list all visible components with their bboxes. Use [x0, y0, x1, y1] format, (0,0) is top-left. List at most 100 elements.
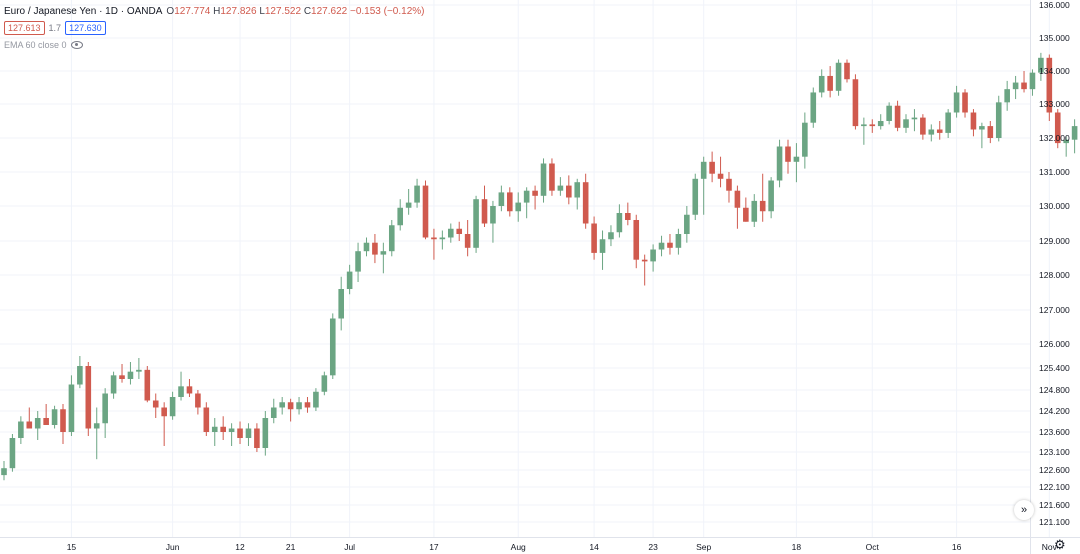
time-tick-label: 23: [648, 542, 658, 552]
open-value: 127.774: [174, 5, 211, 17]
candle: [77, 356, 83, 389]
candle-body: [1, 468, 7, 476]
candle-body: [1021, 82, 1027, 90]
symbol-title[interactable]: Euro / Japanese Yen · 1D · OANDA: [4, 5, 163, 17]
candle-body: [1071, 126, 1078, 140]
candle-body: [776, 146, 783, 181]
open-key: O: [166, 5, 175, 17]
candle: [1054, 109, 1061, 149]
candle-body: [507, 192, 513, 212]
time-tick-label: 17: [429, 542, 439, 552]
candle: [270, 398, 277, 424]
candle-body: [152, 400, 159, 408]
candle-body: [422, 185, 429, 238]
indicator-row[interactable]: EMA 60 close 0: [4, 38, 424, 52]
candle: [549, 158, 555, 196]
ask-price-button[interactable]: 127.630: [65, 21, 106, 35]
candle-body: [810, 92, 817, 123]
candle: [810, 87, 817, 128]
scroll-right-icon: »: [1020, 504, 1028, 516]
time-tick-label: 12: [235, 542, 245, 552]
candle: [237, 421, 243, 444]
candle: [34, 411, 41, 440]
candle-body: [650, 249, 656, 262]
bid-price-button[interactable]: 127.613: [4, 21, 45, 35]
close-value: 127.622: [311, 5, 348, 17]
candle: [102, 388, 108, 438]
candle: [1071, 119, 1078, 154]
candle-body: [498, 192, 505, 206]
candle: [287, 398, 294, 422]
time-axis[interactable]: 15 Jun 12 21 Jul 17 Aug 14 23 Sep 18 Oct 16 Nov: [67, 542, 1058, 552]
candles: [1, 52, 1078, 481]
candle-body: [540, 163, 547, 196]
candle-body: [726, 178, 732, 191]
candle-body: [709, 161, 715, 174]
candle: [262, 411, 269, 456]
candle-body: [633, 220, 640, 260]
candle-body: [26, 421, 33, 429]
candle: [616, 204, 623, 238]
time-tick-label: 15: [67, 542, 77, 552]
price-axis[interactable]: 136.000 135.000 134.000 133.000 132.000 131.0…: [1039, 0, 1070, 527]
time-tick-label: 21: [286, 542, 296, 552]
candle: [523, 187, 530, 219]
candle: [169, 391, 176, 420]
candle: [220, 416, 226, 440]
candle: [608, 225, 614, 247]
candle-body: [237, 428, 243, 438]
time-tick-label: Jul: [344, 542, 355, 552]
close-key: C: [303, 5, 312, 17]
candle: [414, 178, 420, 208]
candle: [363, 237, 370, 257]
candle: [431, 228, 437, 260]
candle-body: [759, 200, 766, 212]
candle-body: [355, 251, 361, 272]
gear-icon[interactable]: ⚙: [1054, 537, 1066, 552]
price-tick-label: 132.000: [1039, 133, 1070, 143]
price-tick-label: 136.000: [1039, 0, 1070, 10]
candle: [422, 180, 429, 240]
eye-icon[interactable]: [70, 41, 83, 49]
high-key: H: [213, 5, 221, 17]
candle-body: [186, 386, 193, 394]
time-tick-label: 18: [792, 542, 802, 552]
low-value: 127.522: [264, 5, 302, 17]
candle-body: [136, 369, 142, 372]
candle-body: [717, 173, 724, 179]
candle: [793, 143, 800, 183]
candle-body: [599, 239, 606, 253]
candle-body: [700, 161, 707, 179]
candle-body: [18, 421, 24, 438]
candle: [473, 195, 479, 253]
candle-body: [877, 121, 884, 127]
candle-body: [793, 156, 800, 162]
price-tick-label: 134.000: [1039, 66, 1070, 76]
chart-legend: Euro / Japanese Yen · 1D · OANDA O127.77…: [4, 4, 424, 55]
candle: [388, 220, 395, 257]
candle-body: [279, 402, 285, 408]
candle: [1012, 75, 1019, 100]
price-tick-label: 122.600: [1039, 465, 1070, 475]
candle: [532, 185, 538, 210]
price-tick-label: 133.000: [1039, 99, 1070, 109]
scroll-right-button[interactable]: »: [1014, 500, 1034, 520]
candle-body: [93, 423, 100, 429]
candle-body: [557, 185, 564, 191]
candle: [498, 185, 505, 212]
candle-body: [1029, 72, 1036, 90]
candle: [684, 206, 690, 243]
candle-body: [397, 207, 404, 226]
candle: [768, 177, 774, 219]
candle: [405, 189, 412, 215]
price-tick-label: 123.600: [1039, 427, 1070, 437]
candle: [304, 397, 311, 413]
candle-body: [987, 126, 994, 138]
candle-body: [456, 228, 463, 234]
ohlc-values: O127.774 H127.826 L127.522 C127.622 −0.1…: [166, 6, 424, 17]
candle-body: [203, 407, 210, 432]
candle-body: [51, 409, 58, 425]
candle-body: [549, 163, 555, 191]
candle: [911, 109, 918, 132]
